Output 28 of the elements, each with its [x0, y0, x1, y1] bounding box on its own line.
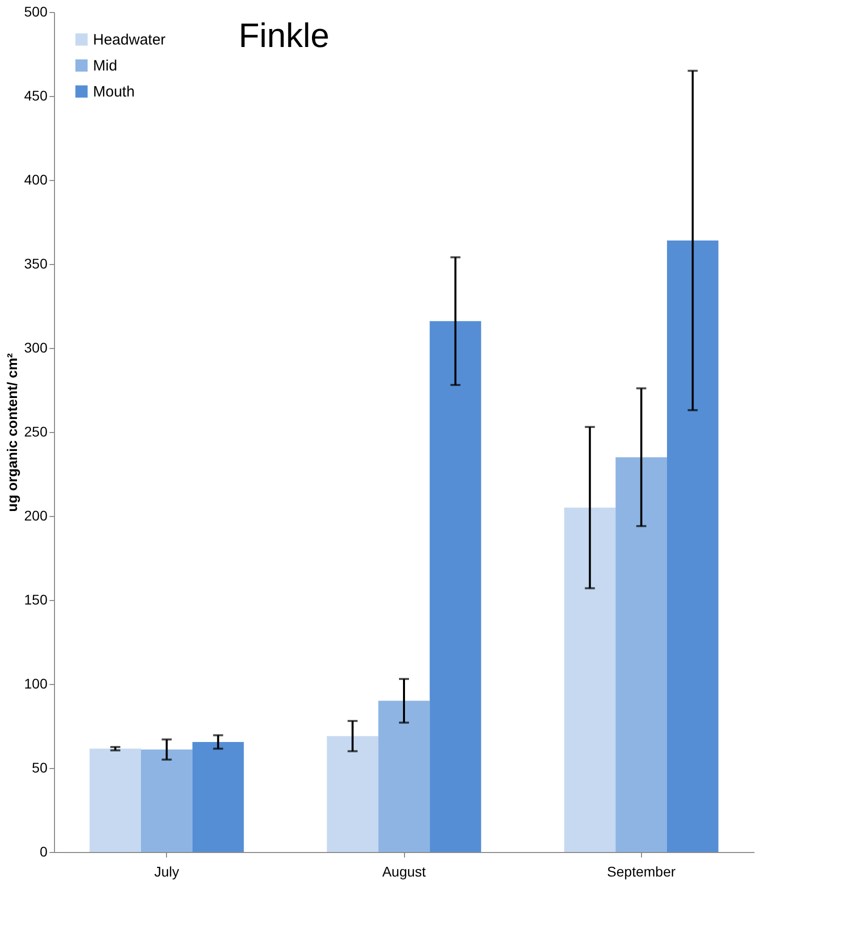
bar — [141, 750, 192, 852]
bar — [326, 736, 378, 852]
y-tick-label: 200 — [24, 508, 48, 524]
y-tick-label: 250 — [24, 424, 48, 440]
bar — [90, 748, 142, 852]
bar — [666, 240, 718, 852]
y-tick-label: 50 — [32, 760, 48, 776]
y-tick-label: 500 — [24, 4, 48, 20]
bar — [430, 321, 482, 852]
legend-label: Headwater — [93, 32, 166, 48]
bar — [616, 457, 667, 852]
x-tick-label: July — [154, 864, 180, 880]
y-tick-label: 450 — [24, 88, 48, 104]
chart-title: Finkle — [238, 17, 330, 55]
legend-label: Mid — [93, 58, 118, 74]
y-tick-label: 400 — [24, 172, 48, 188]
bar — [378, 700, 430, 852]
x-tick-label: September — [607, 864, 676, 880]
y-tick-label: 300 — [24, 340, 48, 356]
bar — [192, 742, 244, 852]
y-tick-label: 100 — [24, 676, 48, 692]
bar — [564, 508, 616, 852]
y-tick-label: 350 — [24, 256, 48, 272]
y-tick-label: 150 — [24, 592, 48, 608]
y-axis-title: ug organic content/ cm² — [4, 352, 20, 512]
y-tick-label: 0 — [40, 844, 48, 860]
x-tick-label: August — [382, 864, 426, 880]
legend-label: Mouth — [93, 84, 135, 100]
